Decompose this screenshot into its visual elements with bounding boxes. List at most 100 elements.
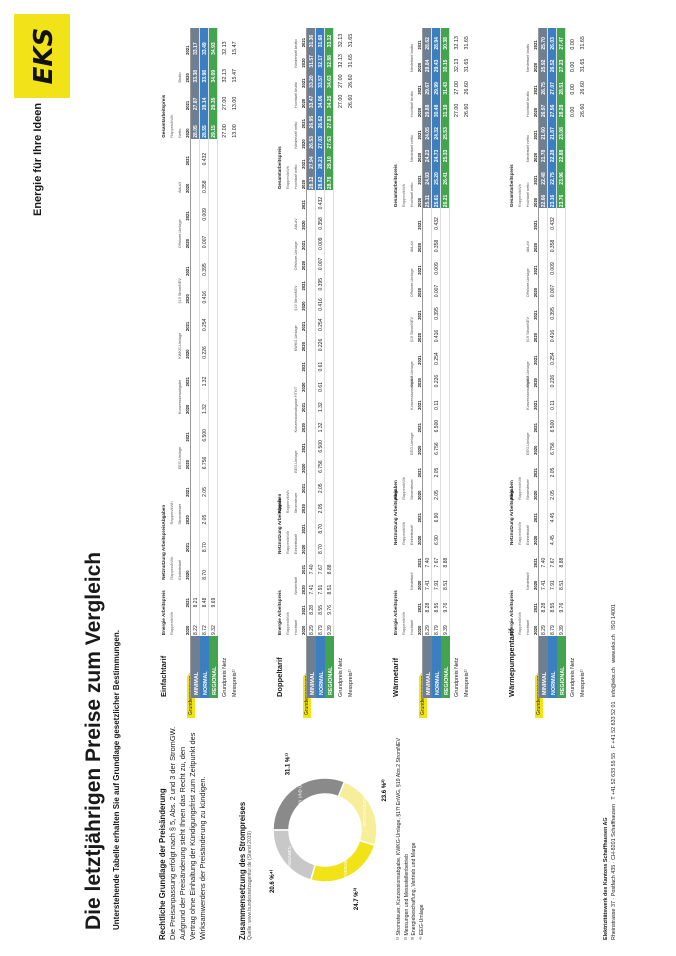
cell [440, 208, 450, 231]
tariff-title: Doppeltarif [275, 657, 284, 697]
tariff-table: Wärmepumpentarif Energie Arbeitspreis Netz… [506, 28, 586, 698]
cell: 25.33 [440, 140, 450, 164]
cell: 0.009 [199, 194, 209, 222]
cell: 34.69 [208, 55, 218, 84]
column-head [290, 190, 298, 210]
cell [556, 320, 566, 344]
cell [422, 478, 432, 501]
cell: 29.99 [431, 73, 441, 96]
cell: 34.25 [324, 88, 334, 110]
group-unit: Rappen/kWh [169, 556, 174, 580]
column-year: 2020 [298, 575, 307, 596]
column-head: Offshore-Umlage [294, 241, 298, 271]
column-year: 2021 [298, 149, 307, 170]
tagline: Energie für Ihre Ideen [32, 102, 44, 216]
group-unit: Rappen/kWh [285, 166, 290, 190]
column-head: Konzessionsabgabe HT [294, 392, 298, 433]
cell [324, 190, 334, 211]
cell: 26.41 [440, 163, 450, 186]
column-year: 2021 [414, 388, 423, 411]
cell [306, 392, 316, 414]
column-year: 2020 [530, 275, 539, 299]
column-year: 2021 [298, 514, 307, 535]
cell [190, 359, 200, 388]
cell: 33.20 [306, 68, 316, 89]
cell [422, 275, 432, 299]
column-year: 2020 [414, 478, 423, 501]
cell [556, 410, 566, 434]
column-year: 2021 [182, 415, 191, 443]
cell: 0.416 [431, 320, 441, 344]
cell [190, 525, 200, 554]
cell: 4.45 [547, 523, 557, 546]
cell [306, 250, 316, 272]
column-year: 2021 [182, 580, 191, 609]
cell: 0.61 [315, 372, 325, 393]
cell [306, 372, 316, 393]
data-row: NORMAL 8.72 8.48 8.70 8.70 2.05 2.05 6.756 6.500… [199, 28, 209, 698]
cell [440, 455, 450, 479]
cell: 0.416 [315, 291, 325, 312]
cell: 9.39 [556, 613, 566, 636]
cell: 8.88 [440, 545, 450, 569]
cell: 0.416 [547, 320, 557, 344]
cell: 31.57 [306, 48, 316, 69]
cell [422, 523, 432, 546]
header-row: Hochtarif Niedertarif Einheitstarif Stromst… [522, 28, 530, 698]
footnotes: ¹⁾ Stromsteuer, Konzessionsabgabe, KWKG-… [396, 720, 426, 940]
spacer [218, 139, 229, 636]
column-head: Einheitstarif [526, 525, 530, 545]
cell: 22.88 [556, 140, 566, 164]
group-title: Energie Arbeitspreis [161, 590, 166, 635]
cell [556, 455, 566, 479]
row-label: MINIMAL [422, 636, 432, 698]
cell: 27.23 [556, 50, 566, 74]
column-year: 2020 [298, 169, 307, 191]
cell: 26.95 [306, 109, 316, 130]
tariff-section: GrundversorgungDoppeltarifEnergie Arbeit… [274, 28, 382, 718]
cell: 0.007 [315, 250, 325, 272]
column-head: Niedertarif [294, 576, 298, 595]
column-head: Hochtarif netto [410, 182, 414, 208]
header-row: Doppeltarif Energie Arbeitspreis Netznutzu… [274, 28, 284, 698]
cell: 21.60 [538, 118, 548, 141]
column-year: 2020 [298, 413, 307, 434]
cell: 0.395 [315, 271, 325, 292]
cell [324, 291, 334, 312]
column-year: 2021 [530, 208, 539, 231]
column-head [522, 456, 530, 479]
cell: 33.12 [324, 28, 334, 49]
column-year: 2020 [530, 613, 539, 636]
column-head [174, 28, 182, 56]
column-year: 2020 [182, 553, 191, 581]
column-head [290, 514, 298, 534]
cell [324, 352, 334, 373]
spacer [406, 636, 414, 698]
column-year: 2020 [298, 129, 307, 150]
group-title: Netznutzung Arbeitspreis [277, 498, 282, 554]
cell: 22.28 [547, 140, 557, 164]
cell: 0.358 [547, 230, 557, 254]
cell: 0.254 [547, 343, 557, 366]
cell [556, 298, 566, 321]
cell: 9.69 [208, 580, 218, 609]
spacer [344, 109, 354, 636]
cell [440, 433, 450, 456]
cell [306, 413, 316, 434]
tariff-section: GrundversorgungWärmetarifEnergie Arbeits… [390, 28, 498, 718]
cell: 8.79 [431, 613, 441, 636]
cell: 29.35 [208, 83, 218, 112]
cell [208, 138, 218, 167]
fee-value: 31.65 [580, 36, 586, 50]
cell: 7.40 [538, 545, 548, 569]
fee-value: 27.00 [454, 81, 460, 95]
segment-label: 31.1 %¹⁾ [285, 753, 292, 776]
fee-value: 27.00 [338, 94, 344, 109]
column-head: EEG-Umlage [410, 432, 414, 455]
cell: 28.94 [431, 28, 441, 51]
cell: 27.07 [547, 73, 557, 96]
column-year: 2021 [298, 109, 307, 130]
donut-chart: 31.1 %¹⁾ STEUERN UND UMLAGEN 23.6 %²⁾ NETZN… [269, 753, 388, 910]
cell: 31.19 [440, 95, 450, 119]
